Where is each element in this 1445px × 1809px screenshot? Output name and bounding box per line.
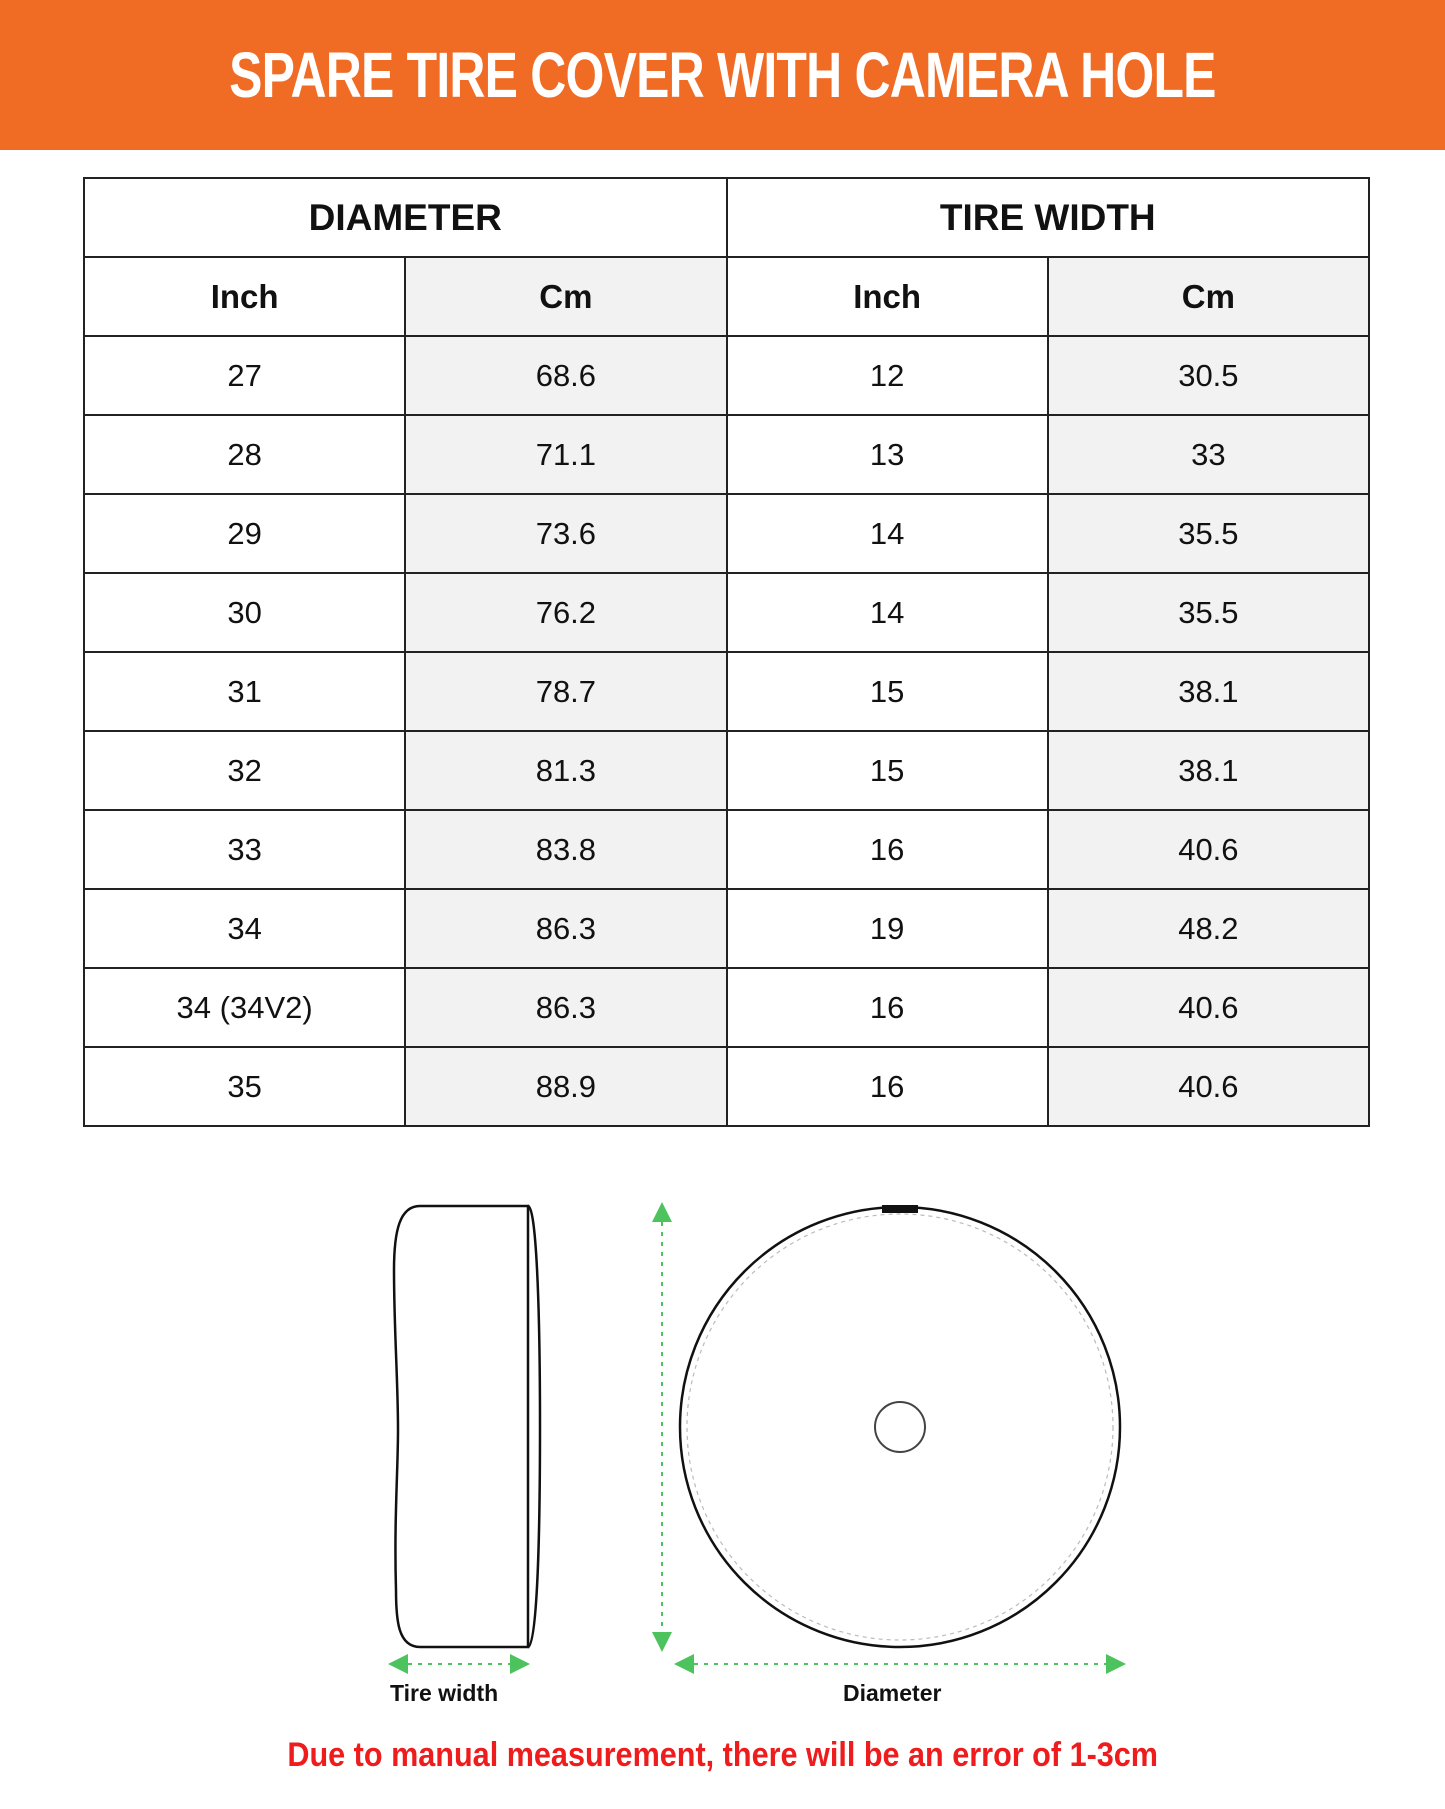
tire-width-header: TIRE WIDTH bbox=[725, 177, 1370, 258]
width-inch-cell: 16 bbox=[725, 967, 1049, 1048]
measurement-note-text: Due to manual measurement, there will be… bbox=[287, 1736, 1158, 1774]
camera-hole-tab bbox=[882, 1205, 918, 1213]
width-cm-cell: 40.6 bbox=[1046, 967, 1371, 1048]
table-row: 33 83.8 16 40.6 bbox=[82, 809, 1371, 890]
diameter-cm-header: Cm bbox=[404, 256, 728, 337]
width-cm-cell: 35.5 bbox=[1046, 493, 1371, 574]
center-hole bbox=[874, 1401, 926, 1453]
diameter-inch-cell: 29 bbox=[82, 493, 407, 574]
width-inch-cell: 16 bbox=[725, 809, 1049, 890]
diameter-cm-cell: 73.6 bbox=[404, 493, 728, 574]
width-cm-cell: 30.5 bbox=[1046, 335, 1371, 416]
width-inch-header: Inch bbox=[725, 256, 1049, 337]
width-cm-cell: 38.1 bbox=[1046, 730, 1371, 811]
measurement-note: Due to manual measurement, there will be… bbox=[0, 1736, 1445, 1775]
width-cm-cell: 40.6 bbox=[1046, 809, 1371, 890]
width-inch-cell: 19 bbox=[725, 888, 1049, 969]
diameter-cm-cell: 71.1 bbox=[404, 414, 728, 495]
table-row: 31 78.7 15 38.1 bbox=[82, 651, 1371, 732]
diameter-cm-cell: 88.9 bbox=[404, 1046, 728, 1127]
diameter-cm-cell: 76.2 bbox=[404, 572, 728, 653]
diameter-inch-cell: 35 bbox=[82, 1046, 407, 1127]
diameter-inch-cell: 31 bbox=[82, 651, 407, 732]
width-cm-cell: 35.5 bbox=[1046, 572, 1371, 653]
width-cm-cell: 38.1 bbox=[1046, 651, 1371, 732]
width-inch-cell: 14 bbox=[725, 572, 1049, 653]
tire-front-view bbox=[678, 1205, 1122, 1649]
width-inch-cell: 15 bbox=[725, 651, 1049, 732]
diameter-cm-cell: 81.3 bbox=[404, 730, 728, 811]
width-inch-cell: 15 bbox=[725, 730, 1049, 811]
table-row: 28 71.1 13 33 bbox=[82, 414, 1371, 495]
page-title: SPARE TIRE COVER WITH CAMERA HOLE bbox=[229, 39, 1216, 111]
width-cm-cell: 33 bbox=[1046, 414, 1371, 495]
diameter-inch-cell: 28 bbox=[82, 414, 407, 495]
width-inch-cell: 13 bbox=[725, 414, 1049, 495]
diameter-inch-header: Inch bbox=[82, 256, 407, 337]
diameter-cm-cell: 68.6 bbox=[404, 335, 728, 416]
width-inch-cell: 16 bbox=[725, 1046, 1049, 1127]
width-cm-header: Cm bbox=[1046, 256, 1371, 337]
diameter-inch-cell: 33 bbox=[82, 809, 407, 890]
diameter-label: Diameter bbox=[843, 1680, 942, 1706]
diameter-cm-cell: 86.3 bbox=[404, 967, 728, 1048]
unit-header-row: Inch Cm Inch Cm bbox=[82, 256, 1371, 337]
width-cm-cell: 40.6 bbox=[1046, 1046, 1371, 1127]
size-chart-table: DIAMETER TIRE WIDTH Inch Cm Inch Cm 27 68… bbox=[82, 177, 1371, 1127]
diameter-inch-cell: 32 bbox=[82, 730, 407, 811]
group-header-row: DIAMETER TIRE WIDTH bbox=[83, 177, 1370, 258]
table-row: 32 81.3 15 38.1 bbox=[82, 730, 1371, 811]
diameter-inch-cell: 34 (34V2) bbox=[82, 967, 407, 1048]
table-row: 27 68.6 12 30.5 bbox=[82, 335, 1371, 416]
table-row: 30 76.2 14 35.5 bbox=[82, 572, 1371, 653]
table-row: 34 (34V2) 86.3 16 40.6 bbox=[82, 967, 1371, 1048]
tire-side-view bbox=[392, 1204, 542, 1649]
diameter-inch-cell: 27 bbox=[82, 335, 407, 416]
table-row: 29 73.6 14 35.5 bbox=[82, 493, 1371, 574]
diameter-inch-cell: 30 bbox=[82, 572, 407, 653]
width-inch-cell: 14 bbox=[725, 493, 1049, 574]
table-row: 34 86.3 19 48.2 bbox=[82, 888, 1371, 969]
diameter-header: DIAMETER bbox=[83, 177, 728, 258]
diameter-cm-cell: 86.3 bbox=[404, 888, 728, 969]
title-banner: SPARE TIRE COVER WITH CAMERA HOLE bbox=[0, 0, 1445, 150]
width-cm-cell: 48.2 bbox=[1046, 888, 1371, 969]
diameter-cm-cell: 83.8 bbox=[404, 809, 728, 890]
table-row: 35 88.9 16 40.6 bbox=[82, 1046, 1371, 1127]
tire-width-label: Tire width bbox=[390, 1680, 499, 1706]
diameter-inch-cell: 34 bbox=[82, 888, 407, 969]
diameter-cm-cell: 78.7 bbox=[404, 651, 728, 732]
width-inch-cell: 12 bbox=[725, 335, 1049, 416]
